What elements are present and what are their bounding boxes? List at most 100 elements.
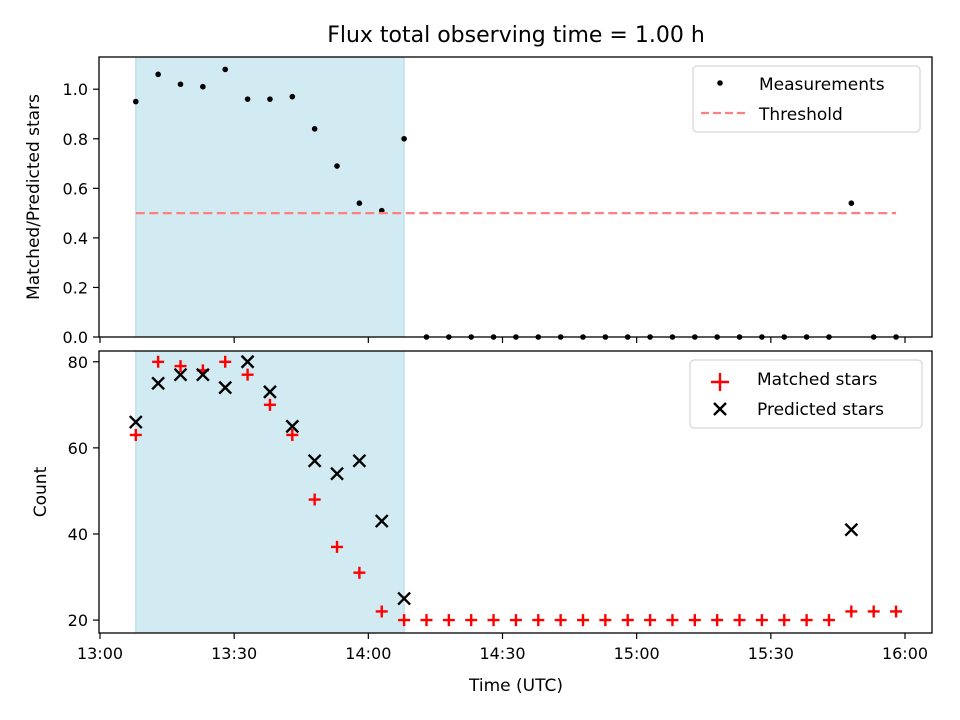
legend-threshold-label: Threshold bbox=[758, 105, 843, 125]
matched-stars-point bbox=[890, 605, 903, 618]
chart-title: Flux total observing time = 1.00 h bbox=[327, 23, 705, 48]
bot-shaded-interval bbox=[135, 350, 405, 634]
legend-predicted-marker bbox=[713, 402, 727, 416]
legend-matched-marker bbox=[711, 373, 729, 391]
top-legend-box bbox=[692, 65, 921, 133]
matched-stars-point bbox=[554, 614, 567, 627]
matched-stars-point bbox=[822, 614, 835, 627]
measurements-point bbox=[155, 71, 161, 78]
predicted-stars-point bbox=[844, 522, 859, 537]
matched-stars-point bbox=[308, 493, 321, 506]
bot-y-tick-label: 20 bbox=[68, 611, 88, 630]
predicted-stars-point bbox=[240, 354, 255, 369]
bot-y-tick-label: 60 bbox=[68, 439, 88, 458]
measurements-point bbox=[267, 96, 273, 102]
measurements-point bbox=[401, 135, 407, 142]
predicted-stars-point bbox=[128, 415, 143, 429]
top-y-tick-label: 0.0 bbox=[63, 328, 88, 347]
matched-stars-point bbox=[711, 614, 724, 627]
matched-stars-point bbox=[331, 540, 344, 553]
matched-stars-point bbox=[733, 614, 746, 627]
predicted-stars-point bbox=[397, 591, 411, 606]
measurements-point bbox=[848, 200, 855, 206]
bottom-legend-box bbox=[689, 359, 923, 429]
x-tick-label: 15:30 bbox=[748, 644, 794, 663]
matched-stars-point bbox=[375, 605, 388, 618]
matched-stars-point bbox=[465, 614, 478, 627]
legend-measurements-marker bbox=[717, 80, 723, 86]
matched-stars-point bbox=[174, 360, 187, 373]
top-y-tick-label: 0.8 bbox=[63, 130, 88, 149]
matched-stars-point bbox=[644, 614, 657, 627]
matched-stars-point bbox=[867, 605, 880, 618]
top-y-tick-label: 0.6 bbox=[63, 179, 88, 198]
matched-stars-point bbox=[152, 355, 165, 368]
matched-stars-point bbox=[666, 614, 679, 627]
top-y-axis-label: Matched/Predicted stars bbox=[24, 94, 44, 300]
matched-stars-point bbox=[129, 428, 142, 441]
matched-stars-point bbox=[219, 355, 232, 368]
predicted-stars-point bbox=[263, 385, 277, 399]
bottom-y-axis-label: Count bbox=[31, 466, 51, 517]
predicted-stars-point bbox=[173, 367, 188, 382]
matched-stars-point bbox=[800, 614, 813, 627]
legend-measurements-label: Measurements bbox=[759, 75, 885, 95]
bottom-axes-frame bbox=[98, 350, 933, 634]
bot-y-tick-label: 80 bbox=[68, 353, 88, 372]
top-y-tick-label: 0.4 bbox=[63, 229, 88, 248]
top-y-tick-label: 1.0 bbox=[63, 80, 88, 99]
matched-stars-point bbox=[353, 566, 366, 579]
measurements-point bbox=[356, 200, 363, 206]
bot-y-tick-label: 40 bbox=[68, 525, 88, 544]
predicted-stars-point bbox=[218, 380, 233, 395]
matched-stars-point bbox=[532, 614, 545, 627]
predicted-stars-point bbox=[330, 466, 344, 481]
x-tick-label: 16:00 bbox=[882, 644, 928, 663]
predicted-stars-point bbox=[285, 419, 300, 434]
bottom-legend: Matched stars Predicted stars bbox=[689, 359, 923, 429]
matched-stars-point bbox=[688, 614, 701, 627]
measurements-point bbox=[177, 81, 184, 88]
matched-stars-point bbox=[487, 614, 500, 627]
matched-stars-point bbox=[509, 614, 522, 627]
matched-stars-point bbox=[845, 605, 858, 618]
matched-stars-point bbox=[621, 614, 634, 627]
matched-stars-point bbox=[286, 428, 299, 441]
matched-stars-point bbox=[755, 614, 768, 627]
legend-matched-label: Matched stars bbox=[757, 370, 877, 390]
matched-stars-point bbox=[398, 614, 411, 627]
predicted-stars-point bbox=[352, 453, 367, 468]
measurements-point bbox=[132, 98, 139, 105]
top-y-tick-label: 0.2 bbox=[63, 278, 88, 297]
top-axes-frame bbox=[98, 56, 933, 338]
measurements-point bbox=[200, 83, 206, 90]
matched-stars-point bbox=[778, 614, 791, 627]
top-legend: Measurements Threshold bbox=[692, 65, 921, 133]
matched-stars-point bbox=[241, 368, 254, 381]
legend-predicted-label: Predicted stars bbox=[757, 400, 884, 420]
matched-stars-point bbox=[263, 398, 276, 411]
matched-stars-point bbox=[577, 614, 589, 627]
measurements-point bbox=[222, 66, 229, 73]
predicted-stars-point bbox=[307, 453, 322, 468]
x-axis-label: Time (UTC) bbox=[468, 676, 563, 696]
x-tick-label: 14:30 bbox=[479, 644, 525, 663]
measurements-point bbox=[244, 96, 251, 102]
x-tick-label: 13:00 bbox=[77, 644, 123, 663]
x-tick-label: 15:00 bbox=[614, 644, 660, 663]
matched-stars-point bbox=[442, 614, 455, 627]
predicted-stars-point bbox=[196, 367, 210, 382]
matched-stars-point bbox=[420, 614, 433, 627]
x-tick-label: 14:00 bbox=[345, 644, 391, 663]
measurements-point bbox=[289, 93, 296, 100]
top-shaded-interval bbox=[135, 56, 405, 338]
predicted-stars-point bbox=[374, 514, 389, 528]
x-tick-label: 13:30 bbox=[211, 644, 257, 663]
measurements-point bbox=[334, 163, 340, 169]
measurements-point bbox=[311, 126, 318, 132]
predicted-stars-point bbox=[151, 376, 165, 391]
top-panel: 0.0 0.2 0.4 0.6 0.8 1.0 Matched/Predicted sta… bbox=[24, 56, 933, 347]
matched-stars-point bbox=[599, 614, 612, 627]
bottom-panel: 20 40 60 80 13:00 13:30 14:00 14:30 15:00 15:30 1… bbox=[31, 350, 933, 696]
